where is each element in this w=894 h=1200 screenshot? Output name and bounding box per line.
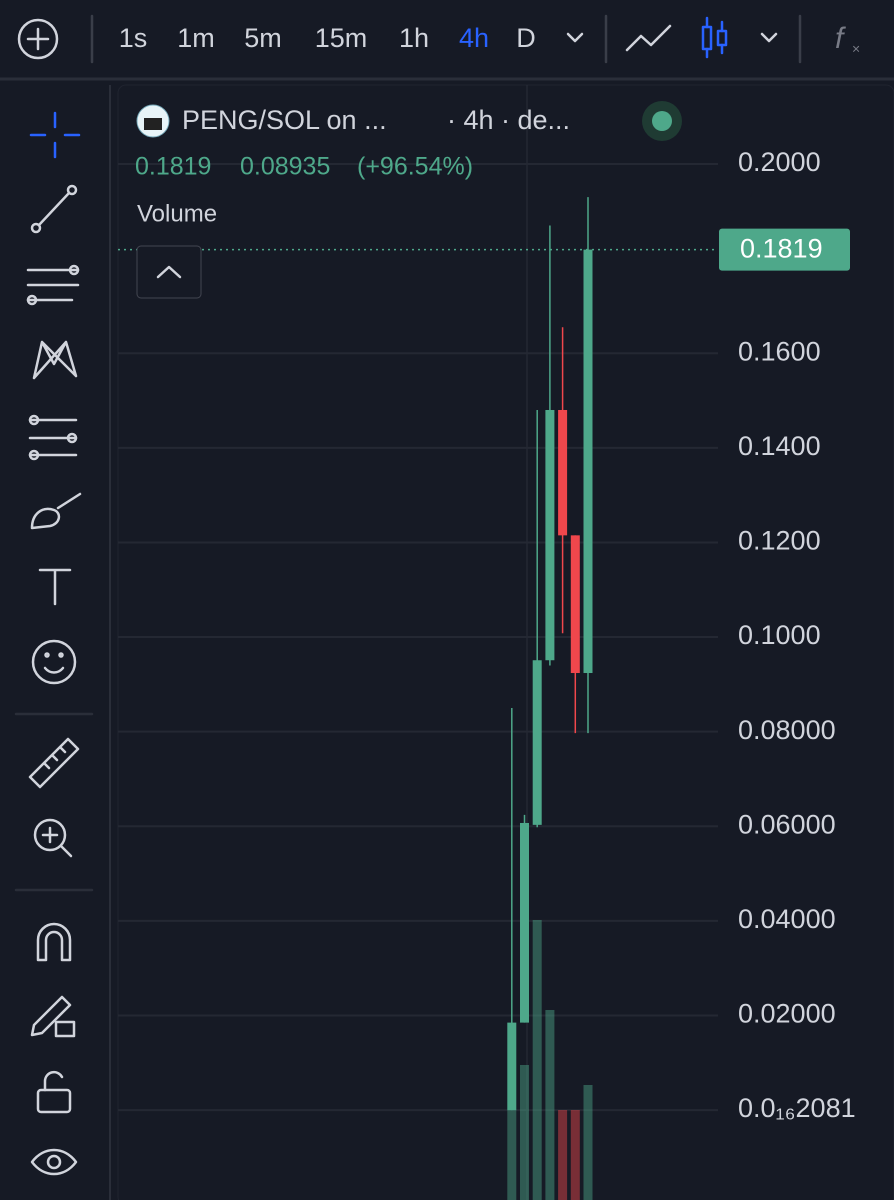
pattern-tool[interactable] [32,340,78,380]
interval-menu[interactable] [566,32,584,43]
style-menu[interactable] [760,32,778,43]
magnet-tool[interactable] [36,922,72,962]
collapse-chevron [156,265,182,279]
candle-body [545,409,555,661]
volume-bar [532,920,542,1200]
lock-tool[interactable] [36,1070,72,1114]
emoji-tool[interactable] [31,639,77,685]
change-pct: (+96.54%) [357,153,473,181]
candle-body [570,535,580,674]
projection-tool[interactable] [28,414,78,461]
collapse-button[interactable] [136,245,202,299]
line-style[interactable] [625,24,672,52]
change: 0.08935 [240,153,330,181]
candle-body [532,660,542,825]
fx-icon[interactable]: f [835,22,846,55]
interval[interactable]: 1m [177,23,215,53]
text-tool[interactable] [38,568,72,606]
interval[interactable]: D [516,23,536,53]
interval[interactable]: 5m [244,23,282,53]
y-tick-label: 0.02000 [738,999,836,1029]
volume-bar [520,1065,529,1200]
volume-bar [507,1110,517,1200]
chart-subtitle: · 4h · de... [447,105,570,135]
price-tag-label: 0.1819 [740,234,823,264]
fx-icon-x: × [852,41,860,57]
crosshair-tool[interactable] [29,111,81,159]
token-logo-mark [144,118,162,130]
top-icons [17,14,802,64]
volume-bar [545,1010,555,1200]
candle-body [583,249,593,674]
left-toolbar [14,111,94,1176]
price-tag [719,228,850,271]
interval[interactable]: 1h [399,23,429,53]
volume-bar [583,1085,593,1200]
interval[interactable]: 15m [315,23,368,53]
y-tick-label: 0.08000 [738,715,836,745]
fib-tool[interactable] [26,264,80,306]
visibility-tool[interactable] [30,1148,78,1176]
y-tick-label: 0.0₁₆2081 [738,1093,856,1123]
candle-body [558,409,568,536]
interval[interactable]: 1s [119,23,148,53]
brush-tool[interactable] [30,492,82,530]
candle-style[interactable] [701,16,728,59]
y-tick-label: 0.06000 [738,809,836,839]
intervals: 1s 1m 5m 15m 1h 4h D [119,23,536,53]
volume-label: Volume [137,200,217,227]
ruler-tool[interactable] [28,737,80,789]
y-tick-label: 0.1600 [738,336,821,366]
y-tick-label: 0.04000 [738,904,836,934]
y-tick-label: 0.1000 [738,620,821,650]
y-tick-label: 0.1400 [738,431,821,461]
interval[interactable]: 4h [459,23,489,53]
candle-body [507,1022,517,1111]
volume-bar [558,1110,568,1200]
last-price: 0.1819 [135,153,211,181]
chart-title: PENG/SOL on ... [182,105,387,135]
plot: 0.1819 [118,197,850,1200]
status-dot [652,111,672,131]
grid: 0.0₁₆2081 0.02000 0.04000 0.06000 0.08000 0.1… [118,147,856,1123]
trend-tool[interactable] [30,184,78,234]
lock-drawing-tool[interactable] [30,995,76,1038]
volume-bar [570,1110,580,1200]
y-tick-label: 0.2000 [738,147,821,177]
add-icon[interactable] [17,18,59,60]
zoom-tool[interactable] [33,818,73,858]
candle-body [520,822,529,1023]
y-tick-label: 0.1200 [738,526,821,556]
